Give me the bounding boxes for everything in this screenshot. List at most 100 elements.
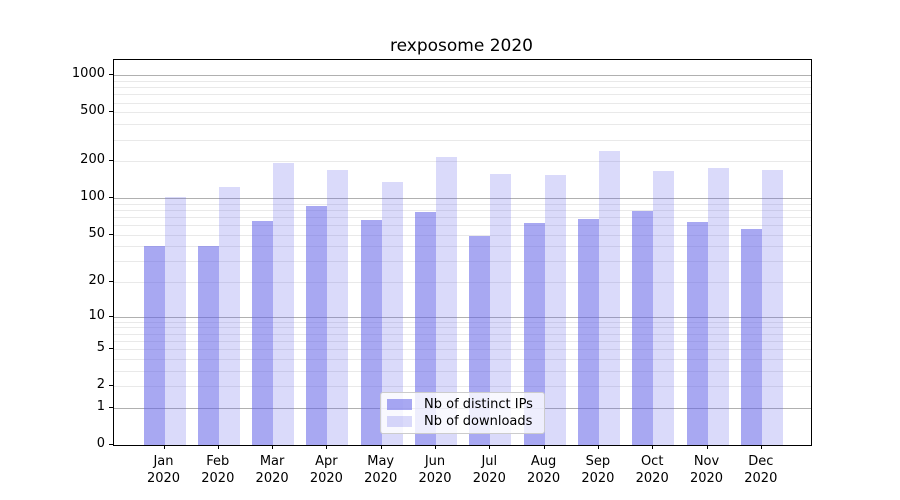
- bar-downloads-jan: [164, 197, 186, 445]
- gridline-minor: [114, 370, 811, 372]
- y-tick-mark: [109, 74, 113, 76]
- x-tick-mark: [760, 445, 762, 449]
- gridline-minor: [114, 87, 811, 89]
- gridline-minor: [114, 234, 811, 236]
- legend-item-downloads: Nb of downloads: [387, 413, 536, 430]
- y-tick-label: 5: [96, 340, 105, 356]
- x-tick-mark: [380, 445, 382, 449]
- gridline-major: [114, 75, 811, 77]
- bar-distinct-ips-sep: [577, 218, 599, 445]
- x-tick-label-feb: Feb 2020: [201, 454, 235, 486]
- x-tick-mark: [435, 445, 436, 449]
- y-tick-mark: [109, 197, 113, 199]
- x-tick-label-apr: Apr 2020: [309, 454, 343, 486]
- bar-distinct-ips-jan: [143, 246, 165, 445]
- y-tick-label: 2: [96, 377, 105, 393]
- bar-distinct-ips-apr: [306, 206, 328, 445]
- bar-downloads-apr: [327, 170, 349, 445]
- bar-distinct-ips-mar: [252, 220, 274, 445]
- gridline-minor: [114, 282, 811, 284]
- y-tick-label: 50: [88, 225, 105, 241]
- gridline-minor: [114, 203, 811, 205]
- bar-downloads-mar: [273, 163, 295, 445]
- bar-downloads-aug: [544, 175, 566, 445]
- gridline-minor: [114, 102, 811, 104]
- x-tick-label-jan: Jan 2020: [146, 454, 181, 486]
- x-tick-label-mar: Mar 2020: [255, 454, 289, 486]
- y-tick-mark: [109, 315, 113, 317]
- y-tick-label: 1: [96, 398, 105, 414]
- gridline-minor: [114, 94, 811, 96]
- y-tick-mark: [109, 233, 113, 235]
- gridline-minor: [114, 333, 811, 335]
- x-tick-label-jul: Jul 2020: [472, 454, 506, 486]
- gridline-minor: [114, 216, 811, 218]
- x-tick-label-aug: Aug 2020: [527, 454, 561, 486]
- bar-downloads-feb: [218, 187, 240, 445]
- y-tick-label: 100: [80, 189, 105, 205]
- bar-distinct-ips-jun: [415, 211, 436, 445]
- x-tick-mark: [489, 445, 491, 449]
- gridline-minor: [114, 161, 811, 163]
- gridline-major: [114, 198, 811, 200]
- x-tick-label-may: May 2020: [364, 454, 398, 486]
- y-tick-label: 500: [80, 103, 105, 119]
- bar-downloads-sep: [598, 150, 620, 445]
- gridline-minor: [114, 139, 811, 141]
- bar-downloads-nov: [707, 168, 729, 445]
- gridline-minor: [114, 321, 811, 323]
- bar-distinct-ips-dec: [740, 228, 762, 445]
- gridline-minor: [114, 386, 811, 388]
- y-tick-label: 200: [80, 152, 105, 168]
- gridline-minor: [114, 81, 811, 82]
- legend-swatch-downloads: [387, 416, 412, 427]
- bar-downloads-jun: [436, 156, 457, 445]
- gridline-minor: [114, 124, 811, 126]
- plot-area: [113, 59, 812, 446]
- gridline-minor: [114, 327, 811, 329]
- gridline-minor: [114, 358, 811, 360]
- gridline-minor: [114, 261, 811, 263]
- x-tick-mark: [543, 445, 545, 449]
- bar-downloads-dec: [761, 170, 783, 445]
- x-tick-label-jun: Jun 2020: [418, 454, 452, 486]
- x-tick-mark: [217, 445, 219, 449]
- x-tick-label-sep: Sep 2020: [581, 454, 615, 486]
- y-tick-label: 1000: [71, 66, 105, 82]
- gridline-minor: [114, 349, 811, 351]
- legend-swatch-distinct-ips: [387, 399, 412, 410]
- gridline-minor: [114, 225, 811, 226]
- bar-downloads-oct: [653, 170, 675, 445]
- bar-distinct-ips-feb: [197, 246, 219, 445]
- y-tick-mark: [109, 348, 113, 350]
- x-tick-label-oct: Oct 2020: [635, 454, 669, 486]
- legend: Nb of distinct IPs Nb of downloads: [380, 392, 545, 434]
- x-tick-mark: [272, 445, 274, 449]
- bar-distinct-ips-oct: [632, 211, 654, 445]
- gridline-minor: [114, 340, 811, 342]
- legend-label-distinct-ips: Nb of distinct IPs: [424, 397, 533, 412]
- y-tick-label: 0: [96, 436, 105, 451]
- bar-distinct-ips-may: [360, 220, 382, 445]
- gridline-minor: [114, 112, 811, 114]
- x-tick-mark: [652, 445, 654, 449]
- gridline-minor: [114, 209, 811, 211]
- x-tick-label-nov: Nov 2020: [689, 454, 724, 486]
- y-tick-mark: [109, 111, 113, 113]
- legend-item-distinct-ips: Nb of distinct IPs: [387, 396, 536, 413]
- x-tick-mark: [706, 445, 708, 449]
- bar-distinct-ips-aug: [523, 222, 545, 445]
- y-tick-mark: [109, 160, 113, 162]
- legend-label-downloads: Nb of downloads: [424, 414, 533, 429]
- x-tick-mark: [326, 445, 328, 449]
- y-tick-mark: [109, 385, 113, 387]
- y-tick-mark: [109, 406, 113, 408]
- gridline-major: [114, 316, 811, 318]
- y-tick-mark: [109, 444, 113, 445]
- bar-distinct-ips-nov: [686, 221, 708, 445]
- bar-downloads-jul: [490, 174, 512, 445]
- gridline-minor: [114, 246, 811, 248]
- bar-downloads-may: [381, 181, 403, 445]
- x-tick-mark: [597, 445, 599, 449]
